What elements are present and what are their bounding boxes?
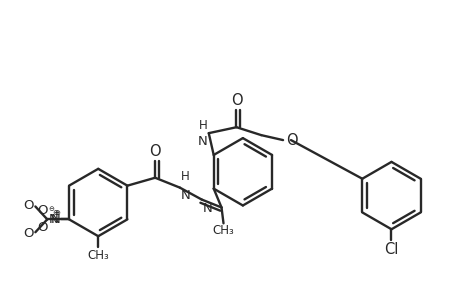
Text: N: N	[50, 213, 60, 226]
Text: O: O	[37, 221, 47, 234]
Text: O: O	[285, 133, 297, 148]
Text: ⊕: ⊕	[54, 210, 60, 216]
Text: O: O	[230, 93, 242, 108]
Text: O: O	[37, 204, 47, 217]
Text: H: H	[180, 170, 189, 183]
Text: N: N	[202, 202, 212, 214]
Text: H: H	[199, 119, 207, 132]
Text: O: O	[149, 144, 161, 159]
Text: N: N	[180, 189, 190, 202]
Text: N: N	[197, 135, 207, 148]
Text: O: O	[23, 227, 34, 240]
Text: CH₃: CH₃	[212, 224, 234, 237]
Text: ⊕: ⊕	[52, 208, 58, 217]
Text: N: N	[48, 213, 58, 226]
Text: ⊖: ⊖	[48, 206, 54, 212]
Text: CH₃: CH₃	[87, 249, 109, 262]
Text: O: O	[23, 199, 34, 212]
Text: Cl: Cl	[383, 242, 398, 257]
